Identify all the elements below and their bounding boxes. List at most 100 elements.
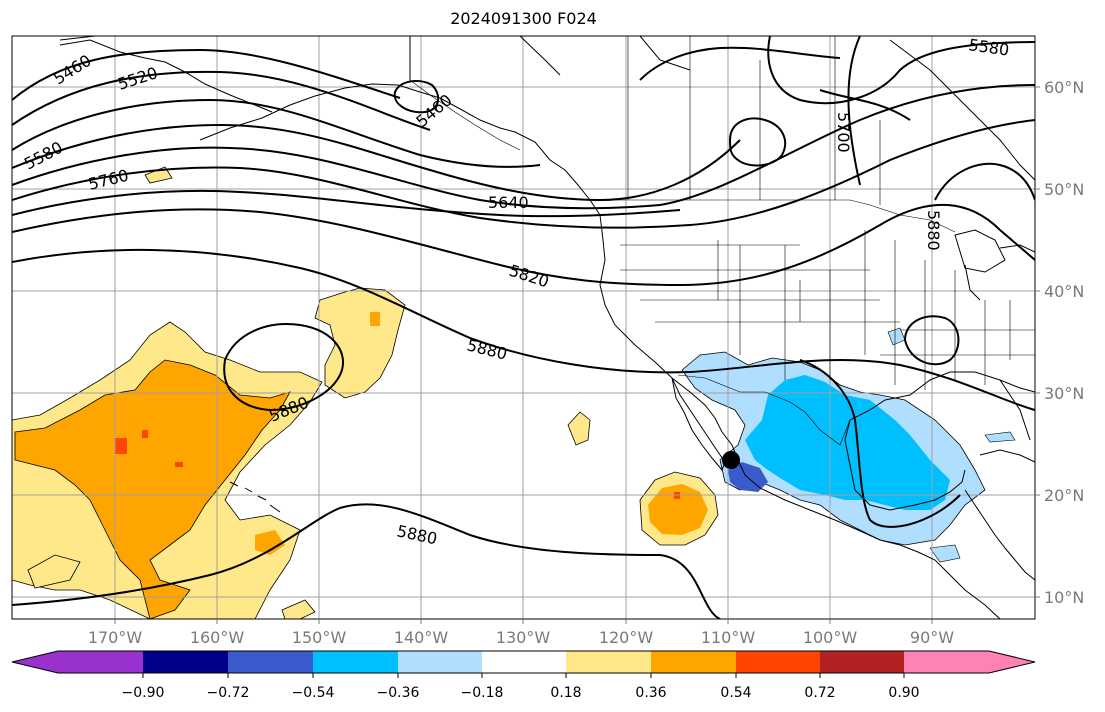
colorbar-segment bbox=[228, 651, 313, 673]
contour-label: 5700 bbox=[834, 112, 853, 153]
colorbar-segment bbox=[482, 651, 566, 673]
lon-tick-label: 120°W bbox=[599, 628, 654, 647]
positive-anomaly-orange-small bbox=[370, 312, 380, 326]
lon-tick-label: 160°W bbox=[190, 628, 245, 647]
contour-5880-south bbox=[12, 503, 721, 619]
positive-anomaly-red-2 bbox=[142, 430, 148, 438]
political-borders bbox=[409, 36, 1035, 446]
contour-label: 5820 bbox=[507, 261, 552, 292]
contour-label: 5640 bbox=[488, 193, 529, 212]
contour-5520 bbox=[12, 70, 431, 131]
contour-5640-ring bbox=[12, 123, 741, 202]
shaded-field bbox=[12, 166, 1016, 619]
axis-ticks bbox=[114, 86, 1040, 624]
contour-low-small bbox=[393, 79, 440, 114]
lon-tick-label: 110°W bbox=[701, 628, 756, 647]
colorbar-segment bbox=[313, 651, 398, 673]
negative-anomaly-spot-3 bbox=[929, 544, 961, 563]
contour-low-ring bbox=[728, 117, 787, 167]
cuba bbox=[979, 449, 1035, 463]
colorbar-extend-low bbox=[12, 651, 58, 673]
contour-label: 5760 bbox=[86, 166, 130, 194]
aleutians bbox=[59, 39, 273, 113]
colorbar-label: 0.90 bbox=[888, 685, 919, 701]
colorbar-segment bbox=[566, 651, 651, 673]
alaska-coast bbox=[199, 83, 601, 216]
positive-anomaly-red-1 bbox=[115, 438, 127, 454]
colorbar-label: 0.72 bbox=[804, 685, 835, 701]
gridlines bbox=[12, 36, 1035, 619]
contour-label: 5580 bbox=[967, 35, 1010, 59]
contour-5760 bbox=[12, 119, 1035, 229]
baja-california bbox=[671, 377, 726, 471]
colorbar-extend-high bbox=[989, 651, 1035, 673]
positive-anomaly-orange-west bbox=[14, 359, 291, 619]
colorbar-label: −0.72 bbox=[207, 685, 250, 701]
negative-anomaly-spot-1 bbox=[887, 327, 906, 346]
lon-tick-label: 170°W bbox=[88, 628, 143, 647]
colorbar: −0.90 −0.72 −0.54 −0.36 −0.18 0.18 0.36 … bbox=[11, 650, 1036, 701]
contour-5460 bbox=[12, 48, 401, 101]
contour-5700-west bbox=[12, 84, 1035, 210]
negative-anomaly-spot-2 bbox=[984, 431, 1016, 443]
colorbar-label: 0.36 bbox=[635, 685, 666, 701]
colorbar-segment bbox=[398, 651, 482, 673]
positive-anomaly-yellow-patch-2 bbox=[27, 554, 81, 589]
colorbar-segment bbox=[736, 651, 820, 673]
lat-tick-label: 30°N bbox=[1044, 384, 1084, 403]
contour-5700-ne bbox=[819, 36, 911, 186]
contour-label: 5880 bbox=[465, 335, 509, 363]
colorbar-outline bbox=[11, 650, 1036, 674]
negative-anomaly-cyan bbox=[745, 375, 950, 510]
hawaii bbox=[229, 481, 281, 513]
positive-anomaly-orange-south bbox=[255, 530, 285, 555]
contour-label: 5880 bbox=[924, 210, 943, 251]
lon-tick-label: 140°W bbox=[394, 628, 449, 647]
great-lakes bbox=[954, 229, 1035, 301]
lat-tick-label: 10°N bbox=[1044, 588, 1084, 607]
canada-provinces bbox=[627, 36, 881, 205]
lon-tick-label: 100°W bbox=[803, 628, 858, 647]
contour-5640 bbox=[12, 189, 681, 218]
contour-5580-west bbox=[12, 98, 541, 168]
us-mexico-border bbox=[677, 374, 851, 446]
contour-labels: 5460 5520 5580 5760 5640 5460 5700 5580 … bbox=[21, 35, 1010, 548]
colorbar-segment bbox=[58, 651, 143, 673]
lat-tick-label: 20°N bbox=[1044, 486, 1084, 505]
y-axis-labels: 60°N 50°N 40°N 30°N 20°N 10°N bbox=[1044, 78, 1084, 607]
colorbar-label: −0.18 bbox=[461, 685, 504, 701]
x-axis-labels: 170°W 160°W 150°W 140°W 130°W 120°W 110°… bbox=[88, 628, 954, 647]
us-canada-border bbox=[600, 199, 956, 233]
lat-tick-label: 40°N bbox=[1044, 282, 1084, 301]
colorbar-segment bbox=[651, 651, 736, 673]
colorbar-segment bbox=[143, 651, 228, 673]
contour-5820 bbox=[12, 204, 1035, 287]
colorbar-label: −0.36 bbox=[377, 685, 420, 701]
us-states-grid bbox=[620, 230, 1035, 390]
alaska-canada-border bbox=[409, 36, 521, 151]
storm-center-marker bbox=[722, 451, 740, 469]
colorbar-label: −0.90 bbox=[122, 685, 165, 701]
lon-tick-label: 90°W bbox=[910, 628, 954, 647]
colorbar-label: 0.54 bbox=[720, 685, 751, 701]
height-contours bbox=[12, 36, 1035, 619]
contour-5640-ne bbox=[639, 46, 841, 81]
lon-tick-label: 130°W bbox=[496, 628, 551, 647]
positive-anomaly-orange-east bbox=[648, 484, 708, 535]
contour-ring-se bbox=[903, 315, 960, 366]
contour-5880-east bbox=[799, 359, 961, 528]
contour-label: 5460 bbox=[50, 51, 95, 89]
positive-anomaly-yellow-patch-1 bbox=[567, 411, 591, 446]
positive-anomaly-yellow-patch-4 bbox=[281, 599, 316, 619]
positive-anomaly-yellow-north bbox=[314, 287, 406, 399]
contour-5880-closed bbox=[223, 323, 345, 412]
map-title: 2024091300 F024 bbox=[450, 9, 597, 28]
positive-anomaly-red-3 bbox=[175, 462, 183, 467]
contour-label: 5520 bbox=[115, 63, 160, 94]
colorbar-label: 0.18 bbox=[550, 685, 581, 701]
lat-tick-label: 50°N bbox=[1044, 180, 1084, 199]
contour-5880-main bbox=[12, 248, 1035, 411]
colorbar-segment bbox=[904, 651, 989, 673]
contour-label: 5880 bbox=[395, 521, 439, 548]
